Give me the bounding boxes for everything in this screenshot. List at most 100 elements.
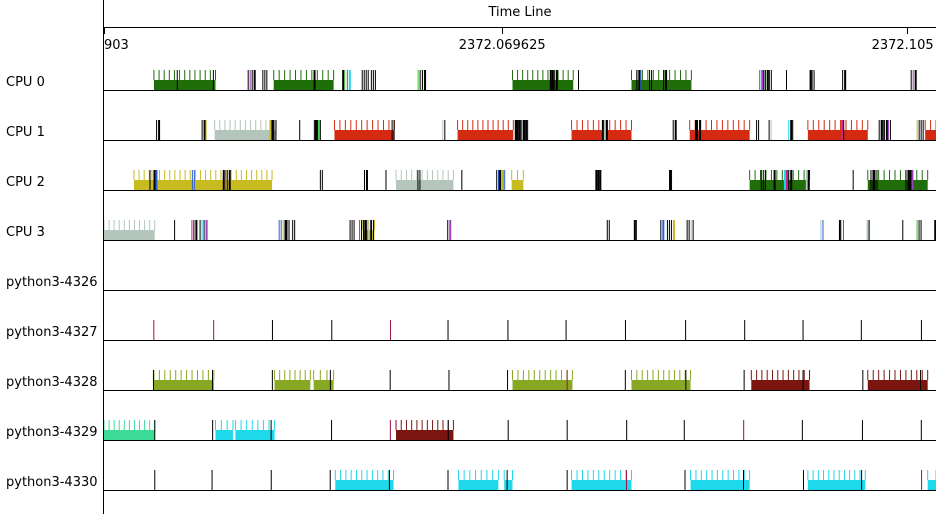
cpu-event — [608, 220, 610, 240]
cpu-event — [149, 170, 151, 190]
cpu-event — [783, 170, 786, 190]
row-label-python3-4327[interactable]: python3-4327 — [6, 325, 98, 340]
row-label-python3-4326[interactable]: python3-4326 — [6, 275, 98, 290]
cpu-event — [271, 120, 274, 140]
trace-plot[interactable] — [104, 0, 936, 514]
cpu-event — [882, 120, 884, 140]
cpu-event — [362, 220, 364, 240]
cpu-event — [880, 120, 883, 140]
cpu-event — [417, 70, 419, 90]
cpu-event — [807, 170, 810, 190]
cpu-event — [773, 170, 776, 190]
cpu-event — [319, 120, 321, 140]
row-label-python3-4329[interactable]: python3-4329 — [6, 425, 98, 440]
task-block — [807, 480, 866, 490]
task-block — [571, 480, 632, 490]
cpu-event — [660, 220, 662, 240]
task-block — [457, 130, 514, 140]
cpu-event — [278, 220, 280, 240]
cpu-event — [666, 220, 668, 240]
cpu-event — [201, 220, 203, 240]
cpu-event — [649, 70, 651, 90]
cpu-event — [918, 220, 920, 240]
cpu-event — [319, 170, 321, 190]
cpu-event — [370, 220, 372, 240]
cpu-event — [638, 70, 641, 90]
cpu-event — [842, 70, 844, 90]
cpu-event — [599, 170, 602, 190]
cpu-event — [284, 220, 287, 240]
cpu-event — [371, 220, 373, 240]
cpu-event — [758, 120, 760, 140]
cpu-event — [199, 220, 201, 240]
cpu-event — [671, 170, 673, 190]
cpu-event — [151, 170, 153, 190]
cpu-event — [288, 220, 290, 240]
cpu-event — [912, 70, 914, 90]
cpu-event — [393, 120, 395, 140]
cpu-event — [203, 120, 206, 140]
row-label-python3-4328[interactable]: python3-4328 — [6, 375, 98, 390]
cpu-event — [695, 120, 698, 140]
cpu-event — [876, 170, 878, 190]
cpu-event — [651, 70, 653, 90]
cpu-event — [417, 170, 419, 190]
task-block — [512, 380, 573, 390]
cpu-event — [419, 170, 421, 190]
cpu-event — [866, 220, 869, 240]
cpu-event — [292, 220, 294, 240]
cpu-event — [155, 170, 158, 190]
cpu-event — [520, 120, 522, 140]
cpu-event — [525, 120, 528, 140]
row-label-cpu-0[interactable]: CPU 0 — [6, 75, 45, 90]
cpu-event — [872, 170, 875, 190]
cpu-event — [348, 70, 351, 90]
cpu-event — [318, 120, 320, 140]
cpu-event — [353, 220, 355, 240]
cpu-event — [366, 220, 368, 240]
cpu-event — [205, 220, 208, 240]
cpu-event — [663, 70, 665, 90]
axis-tick — [501, 28, 503, 34]
cpu-event — [373, 220, 375, 240]
cpu-event — [759, 70, 761, 90]
cpu-event — [885, 120, 888, 140]
row-label-cpu-2[interactable]: CPU 2 — [6, 175, 45, 190]
cpu-event — [790, 120, 793, 140]
cpu-event — [555, 70, 558, 90]
cpu-event — [820, 220, 822, 240]
cpu-event — [843, 120, 845, 140]
cpu-event — [193, 170, 195, 190]
cpu-event — [447, 220, 449, 240]
cpu-event — [603, 120, 606, 140]
task-block — [631, 80, 692, 90]
cpu-event — [840, 220, 842, 240]
cpu-event — [370, 70, 372, 90]
cpu-event — [788, 120, 790, 140]
cpu-event — [264, 70, 266, 90]
cpu-event — [391, 120, 393, 140]
cpu-event — [551, 70, 554, 90]
time-axis — [104, 27, 936, 28]
cpu-event — [342, 70, 345, 90]
cpu-event — [902, 220, 904, 240]
row-label-cpu-3[interactable]: CPU 3 — [6, 225, 45, 240]
row-label-cpu-1[interactable]: CPU 1 — [6, 125, 45, 140]
cpu-event — [916, 220, 918, 240]
cpu-event — [922, 120, 924, 140]
task-block — [689, 130, 750, 140]
cpu-event — [203, 220, 205, 240]
row-label-python3-4330[interactable]: python3-4330 — [6, 475, 98, 490]
cpu-event — [282, 220, 284, 240]
cpu-event — [907, 170, 910, 190]
cpu-event — [870, 170, 872, 190]
cpu-event — [822, 220, 824, 240]
label-divider[interactable] — [103, 0, 104, 514]
cpu-event — [633, 220, 636, 240]
cpu-event — [889, 120, 891, 140]
cpu-event — [756, 120, 758, 140]
task-block — [396, 430, 454, 440]
task-block — [313, 380, 334, 390]
cpu-event — [805, 170, 808, 190]
